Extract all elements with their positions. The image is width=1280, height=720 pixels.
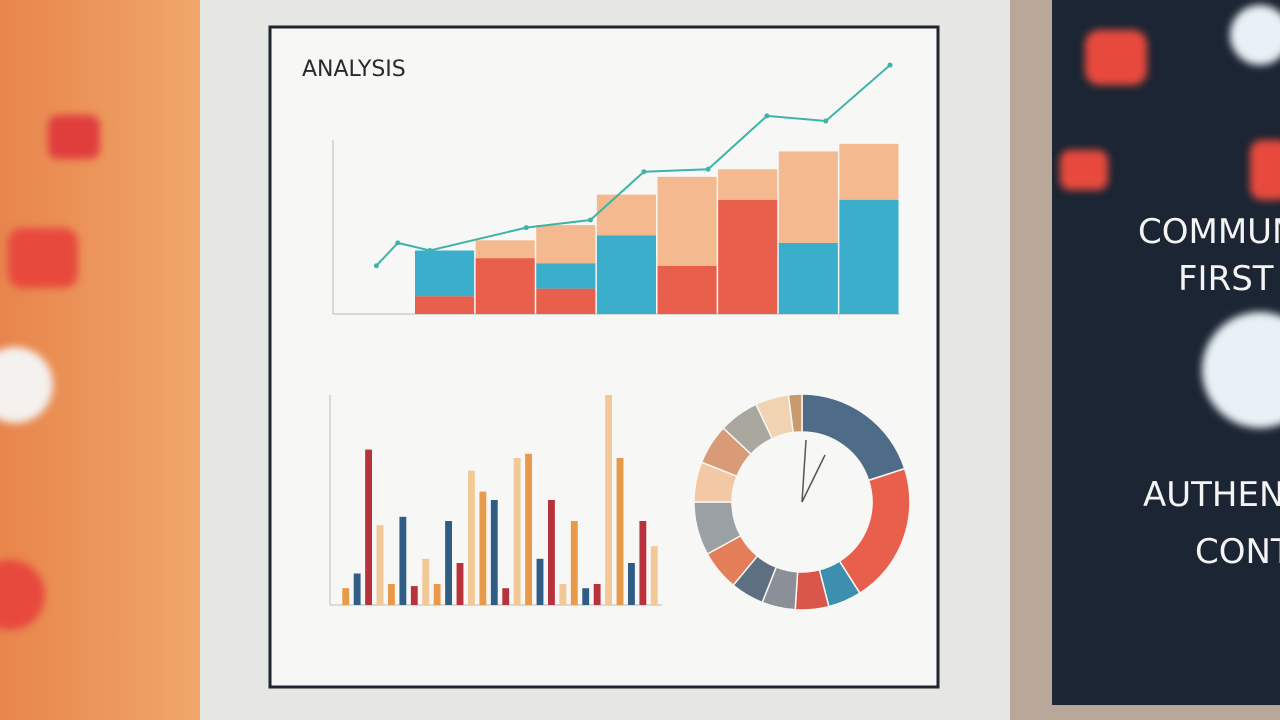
bar (490, 500, 498, 605)
bar (342, 588, 350, 605)
bar-segment (415, 296, 475, 314)
icon (1250, 140, 1280, 200)
bar (513, 458, 521, 605)
bar (593, 584, 601, 605)
bar (525, 453, 532, 605)
bar-segment (778, 242, 838, 314)
bar (616, 458, 624, 605)
bar-segment (475, 240, 535, 259)
heart-icon (1060, 150, 1108, 190)
line-point (523, 225, 529, 231)
bar-segment (536, 288, 596, 314)
bar (399, 516, 407, 605)
bar-segment (839, 143, 899, 200)
donut-slice (787, 393, 803, 434)
bar (422, 558, 430, 605)
bar (570, 521, 578, 605)
bar-segment (839, 199, 899, 314)
chat-icon (8, 228, 78, 288)
line-series (375, 64, 891, 267)
icon (0, 347, 53, 423)
line-point (641, 169, 647, 175)
bar (388, 584, 395, 605)
line-point (887, 62, 893, 68)
bar-segment (596, 235, 656, 314)
line-point (705, 166, 711, 172)
line-point (764, 113, 770, 119)
bar-segment (657, 265, 717, 314)
line-point (823, 118, 829, 124)
bar-segment (536, 225, 596, 264)
bar (650, 546, 658, 605)
bar (376, 525, 384, 605)
bar-segment (415, 250, 475, 297)
bar-segment (536, 263, 596, 289)
bar (582, 588, 590, 605)
bar (559, 584, 567, 605)
heart-icon (1085, 30, 1147, 85)
bar (502, 588, 510, 605)
bar (456, 563, 464, 605)
icons (0, 5, 1280, 630)
bar (605, 395, 612, 605)
hand (801, 454, 826, 503)
bar (536, 558, 544, 605)
bar (410, 586, 418, 605)
line-point (395, 240, 401, 246)
icon (0, 560, 45, 630)
bar-segment (718, 199, 778, 314)
bar (445, 521, 452, 605)
line-point (373, 263, 379, 269)
bar (353, 573, 361, 605)
bar-segment (778, 151, 838, 243)
side-text: CONT (1195, 532, 1280, 572)
bar (365, 449, 372, 605)
side-text: FIRST (1178, 259, 1274, 299)
side-text: AUTHEN (1143, 475, 1280, 515)
bar (479, 491, 487, 605)
line-point (427, 248, 433, 253)
bar-segment (718, 169, 778, 200)
bar (548, 500, 555, 605)
poster-title: ANALYSIS (302, 57, 406, 82)
line-point (587, 217, 593, 223)
bar (433, 584, 441, 605)
bar (468, 470, 475, 605)
icon (1230, 5, 1280, 65)
bar-segment (475, 258, 535, 314)
bar-segment (657, 176, 717, 266)
bar (639, 521, 647, 605)
side-text: COMMUN (1138, 212, 1280, 252)
bar (628, 563, 635, 605)
icon (1202, 312, 1280, 428)
heart-icon (48, 115, 100, 159)
hand (801, 439, 807, 503)
bar-segment (596, 194, 656, 236)
clock-hands (801, 439, 826, 503)
